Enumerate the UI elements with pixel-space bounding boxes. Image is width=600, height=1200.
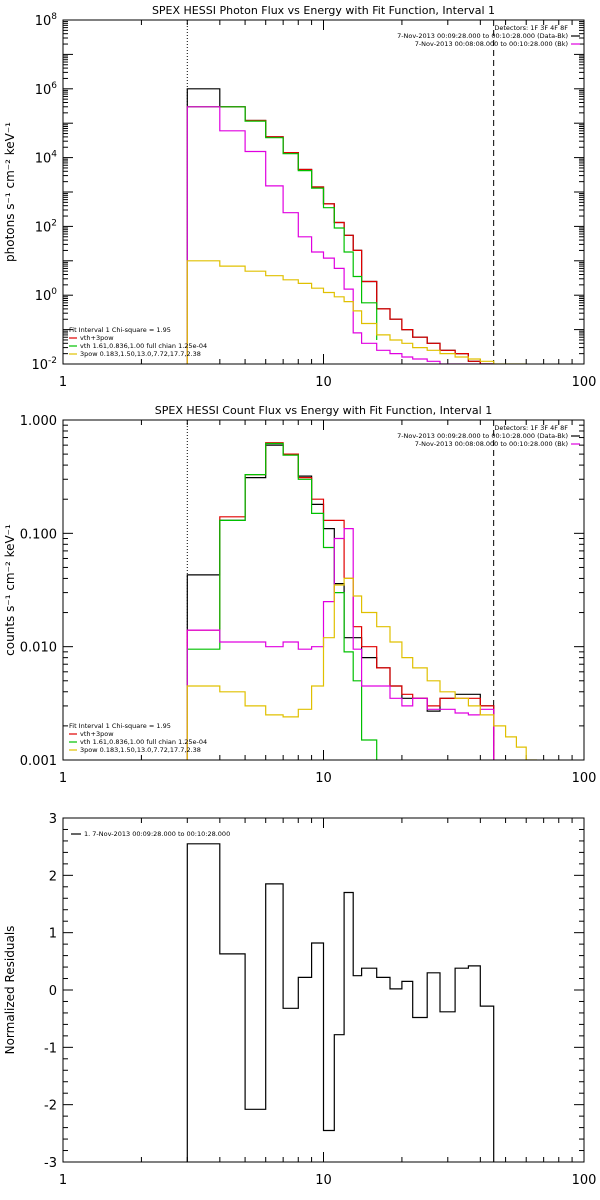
x-tick-label: 100 <box>572 375 597 390</box>
panel-2: SPEX HESSI Count Flux vs Energy with Fit… <box>3 404 596 786</box>
legend-text: Detectors: 1F 3F 4F 8F <box>494 24 568 32</box>
y-tick-label: -2 <box>44 1099 57 1114</box>
series-3-line <box>186 442 378 760</box>
plot-frame <box>62 419 585 761</box>
y-tick-label: -3 <box>44 1156 57 1171</box>
x-tick-label: 1 <box>59 1173 67 1188</box>
y-tick-label: 0.001 <box>20 754 57 769</box>
x-tick-label: 10 <box>315 375 332 390</box>
y-tick-label: 2 <box>49 869 57 884</box>
y-tick-label: 104 <box>35 150 58 167</box>
y-axis-label: photons s⁻¹ cm⁻² keV⁻¹ <box>3 122 17 262</box>
x-tick-label: 10 <box>315 771 332 786</box>
series-5-line <box>186 577 537 760</box>
x-tick-label: 100 <box>572 1173 597 1188</box>
y-tick-label: 100 <box>35 287 58 304</box>
y-axis-label: counts s⁻¹ cm⁻² keV⁻¹ <box>3 524 17 656</box>
legend-text: 7-Nov-2013 00:09:28.000 to 00:10:28.000 … <box>397 432 568 440</box>
legend-text: 3pow 0.183,1.50,13.0,7.72,17.7,2.38 <box>80 350 201 358</box>
legend-text: 7-Nov-2013 00:08:08.000 to 00:10:28.000 … <box>415 440 568 448</box>
series-1-line <box>186 843 495 1162</box>
y-tick-label: 1.000 <box>20 414 57 429</box>
legend-text: Fit Interval 1 Chi-square = 1.95 <box>69 722 171 730</box>
series-5-line <box>186 260 527 364</box>
x-tick-label: 10 <box>315 1173 332 1188</box>
series-3-line <box>186 106 378 364</box>
x-tick-label: 1 <box>59 375 67 390</box>
y-tick-label: -1 <box>44 1041 57 1056</box>
panel-1: SPEX HESSI Photon Flux vs Energy with Fi… <box>3 4 596 390</box>
y-tick-label: 0 <box>49 984 57 999</box>
x-tick-label: 100 <box>572 771 597 786</box>
legend-text: 7-Nov-2013 00:09:28.000 to 00:10:28.000 … <box>397 32 568 40</box>
y-axis-label: Normalized Residuals <box>3 926 17 1055</box>
chart-title: SPEX HESSI Photon Flux vs Energy with Fi… <box>152 4 495 17</box>
x-tick-label: 1 <box>59 771 67 786</box>
series-2-line <box>186 106 494 364</box>
y-tick-label: 102 <box>35 218 57 235</box>
legend-text: 1. 7-Nov-2013 00:09:28.000 to 00:10:28.0… <box>84 830 230 838</box>
legend-text: Detectors: 1F 3F 4F 8F <box>494 424 568 432</box>
y-tick-label: 106 <box>35 81 58 98</box>
y-tick-label: 1 <box>49 927 57 942</box>
series-4-line <box>186 106 494 364</box>
series-4-line <box>186 528 495 760</box>
y-tick-label: 0.010 <box>20 641 57 656</box>
legend-text: vth 1.61,0.836,1.00 full chian 1.25e-04 <box>80 342 207 350</box>
y-tick-label: 0.100 <box>20 527 57 542</box>
legend-text: vth 1.61,0.836,1.00 full chian 1.25e-04 <box>80 738 207 746</box>
legend-text: vth+3pow <box>80 334 114 342</box>
legend-text: 3pow 0.183,1.50,13.0,7.72,17.7,2.38 <box>80 746 201 754</box>
chart-title: SPEX HESSI Count Flux vs Energy with Fit… <box>155 404 492 417</box>
legend-text: vth+3pow <box>80 730 114 738</box>
legend-text: Fit Interval 1 Chi-square = 1.95 <box>69 326 171 334</box>
legend-text: 7-Nov-2013 00:08:08.000 to 00:10:28.000 … <box>415 40 568 48</box>
y-tick-label: 108 <box>35 12 58 29</box>
plot-frame <box>62 19 585 365</box>
y-tick-label: 3 <box>49 812 57 827</box>
y-tick-label: 10-2 <box>31 356 57 373</box>
plot-frame <box>62 817 585 1163</box>
